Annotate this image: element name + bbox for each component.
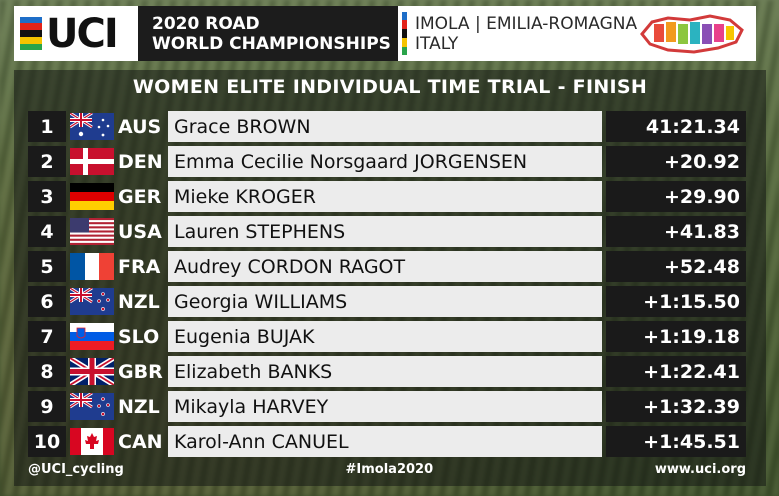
rank-cell: 10 (28, 426, 66, 457)
table-row-8: 8 GBR Elizabeth BANKS +1:22.41 (28, 356, 748, 387)
rider-name: Mikayla HARVEY (168, 391, 602, 422)
rank-cell: 5 (28, 251, 66, 282)
finish-time: +1:32.39 (606, 391, 746, 422)
australia-flag-icon (70, 113, 114, 140)
usa-flag-icon (70, 218, 114, 245)
rank-cell: 7 (28, 321, 66, 352)
rank-cell: 3 (28, 181, 66, 212)
event-title: 2020 ROAD WORLD CHAMPIONSHIPS (138, 6, 398, 61)
hashtag: #Imola2020 (345, 462, 434, 477)
venue-color-bar-icon (402, 11, 407, 56)
nation-code: NZL (118, 395, 160, 418)
broadcast-header: UCI 2020 ROAD WORLD CHAMPIONSHIPS IMOLA … (14, 6, 756, 61)
rank-cell: 4 (28, 216, 66, 247)
venue-line2: ITALY (415, 33, 459, 54)
nation-code: GER (118, 185, 162, 208)
france-flag-icon (70, 253, 114, 280)
table-row-1: 1 AUS Grace BROWN 41:21.34 (28, 111, 748, 142)
table-row-5: 5 FRA Audrey CORDON RAGOT +52.48 (28, 251, 748, 282)
rider-name: Emma Cecilie Norsgaard JORGENSEN (168, 146, 602, 177)
canada-flag-icon (70, 428, 114, 455)
nation-code: GBR (118, 360, 163, 383)
uk-flag-icon (70, 358, 114, 385)
new-zealand-flag-icon (70, 393, 114, 420)
nation-code: FRA (118, 255, 161, 278)
event-title-line1: 2020 ROAD (152, 13, 260, 34)
nation-code: USA (118, 220, 162, 243)
table-row-9: 9 NZL Mikayla HARVEY +1:32.39 (28, 391, 748, 422)
table-row-7: 7 SLO Eugenia BUJAK +1:19.18 (28, 321, 748, 352)
broadcast-footer: @UCI_cycling #Imola2020 www.uci.org (28, 462, 746, 477)
website: www.uci.org (654, 462, 746, 477)
rider-name: Karol-Ann CANUEL (168, 426, 602, 457)
nation-code: DEN (118, 150, 163, 173)
venue-text: IMOLA | EMILIA-ROMAGNA ITALY (415, 14, 637, 54)
table-row-3: 3 GER Mieke KROGER +29.90 (28, 181, 748, 212)
race-title: WOMEN ELITE INDIVIDUAL TIME TRIAL - FINI… (132, 76, 648, 98)
nation-code: SLO (118, 325, 160, 348)
nation-code: NZL (118, 290, 160, 313)
finish-time: +20.92 (606, 146, 746, 177)
rider-name: Georgia WILLIAMS (168, 286, 602, 317)
finish-time: +41.83 (606, 216, 746, 247)
rider-name: Elizabeth BANKS (168, 356, 602, 387)
finish-time: +29.90 (606, 181, 746, 212)
nation-code: CAN (118, 430, 163, 453)
venue-panel: IMOLA | EMILIA-ROMAGNA ITALY (398, 6, 756, 61)
uci-logo-text: UCI (46, 10, 119, 57)
venue-line1: IMOLA | EMILIA-ROMAGNA (415, 13, 638, 34)
rider-name: Mieke KROGER (168, 181, 602, 212)
rider-name: Eugenia BUJAK (168, 321, 602, 352)
finish-time: +52.48 (606, 251, 746, 282)
finish-time: +1:22.41 (606, 356, 746, 387)
rank-cell: 6 (28, 286, 66, 317)
table-row-6: 6 NZL Georgia WILLIAMS +1:15.50 (28, 286, 748, 317)
emilia-romagna-map-logo-icon (640, 14, 744, 54)
uci-rainbow-stripes-icon (20, 16, 42, 51)
germany-flag-icon (70, 183, 114, 210)
rider-name: Audrey CORDON RAGOT (168, 251, 602, 282)
rank-cell: 8 (28, 356, 66, 387)
rank-cell: 1 (28, 111, 66, 142)
results-table: 1 AUS Grace BROWN 41:21.34 2 DEN Emma Ce… (28, 111, 748, 461)
nation-code: AUS (118, 115, 162, 138)
rider-name: Grace BROWN (168, 111, 602, 142)
table-row-2: 2 DEN Emma Cecilie Norsgaard JORGENSEN +… (28, 146, 748, 177)
twitter-handle: @UCI_cycling (28, 462, 124, 477)
rider-name: Lauren STEPHENS (168, 216, 602, 247)
rank-cell: 9 (28, 391, 66, 422)
event-title-line2: WORLD CHAMPIONSHIPS (152, 33, 391, 54)
finish-time: +1:45.51 (606, 426, 746, 457)
table-row-10: 10 CAN Karol-Ann CANUEL +1:45.51 (28, 426, 748, 457)
finish-time: +1:15.50 (606, 286, 746, 317)
slovenia-flag-icon (70, 323, 114, 350)
denmark-flag-icon (70, 148, 114, 175)
table-row-4: 4 USA Lauren STEPHENS +41.83 (28, 216, 748, 247)
new-zealand-flag-icon (70, 288, 114, 315)
finish-time: +1:19.18 (606, 321, 746, 352)
finish-time: 41:21.34 (606, 111, 746, 142)
rank-cell: 2 (28, 146, 66, 177)
uci-logo: UCI (14, 6, 138, 61)
